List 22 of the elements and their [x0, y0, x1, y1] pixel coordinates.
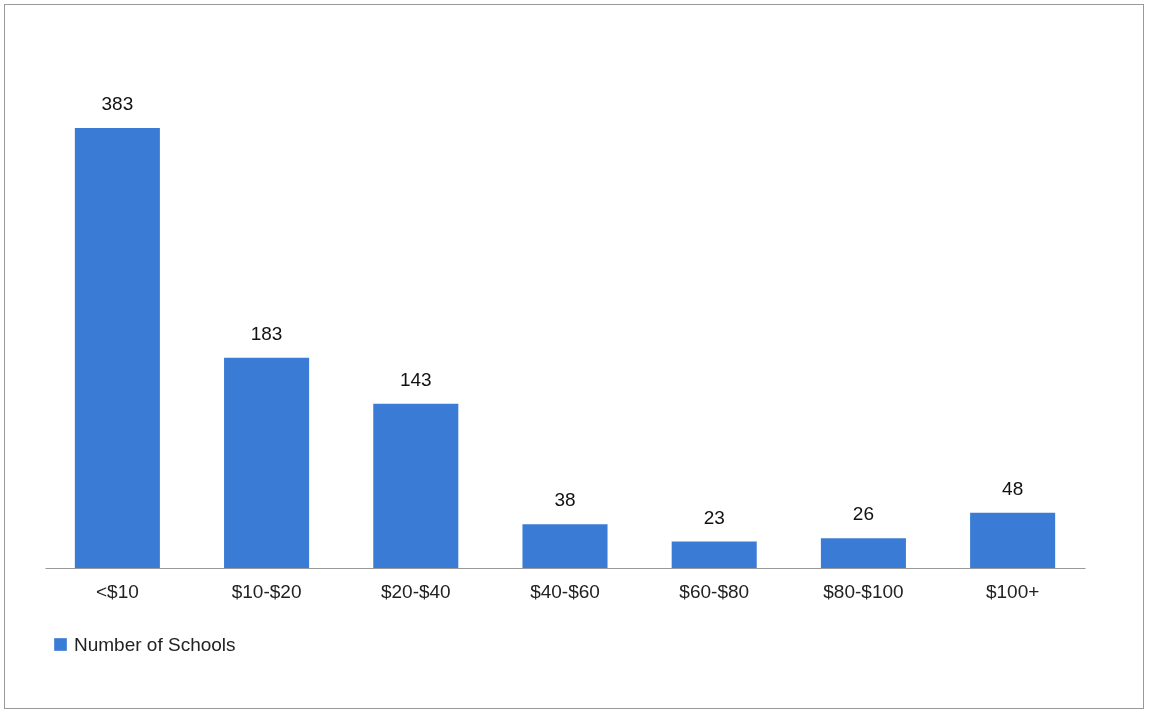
data-label: 38 [554, 489, 576, 511]
data-label: 383 [101, 93, 134, 114]
bar [522, 524, 608, 568]
data-label: 23 [703, 506, 725, 528]
bar [224, 357, 310, 568]
bar [373, 403, 459, 568]
data-label: 143 [399, 368, 432, 390]
x-tick-label: $20-$40 [380, 580, 451, 602]
data-label: 26 [852, 503, 874, 525]
x-tick-label: $10-$20 [231, 580, 302, 602]
data-label: 183 [250, 322, 283, 344]
x-tick-label: $40-$60 [530, 580, 600, 602]
x-tick-label: $100+ [985, 580, 1040, 602]
bar [820, 538, 906, 568]
data-label: 48 [1002, 477, 1024, 499]
bar [970, 512, 1056, 568]
bar [671, 541, 757, 568]
x-tick-label: $80-$100 [823, 580, 904, 602]
legend-label: Number of Schools [74, 633, 236, 655]
x-tick-label: $60-$80 [679, 580, 750, 602]
bar [74, 128, 160, 568]
x-tick-label: <$10 [95, 580, 139, 602]
